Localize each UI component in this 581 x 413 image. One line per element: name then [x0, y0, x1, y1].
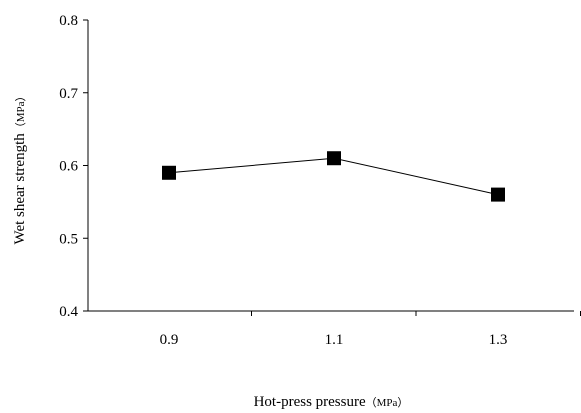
x-tick-label: 1.3 [489, 332, 508, 348]
y-tick-label: 0.5 [59, 231, 78, 247]
y-tick-label: 0.6 [59, 159, 78, 175]
y-axis-label: Wet shear strength [12, 133, 28, 245]
x-axis-unit: （MPa） [366, 396, 409, 409]
x-axis-label: Hot-press pressure [254, 394, 366, 410]
axes [87, 20, 574, 312]
y-tick-label: 0.8 [59, 13, 78, 29]
x-axis-title: Hot-press pressure（MPa） [254, 394, 409, 410]
data-point-marker [162, 165, 176, 180]
x-tick-label: 1.1 [325, 332, 344, 348]
y-axis-unit: （MPa） [14, 90, 27, 133]
y-tick-label: 0.7 [59, 86, 78, 102]
series-group [162, 151, 505, 202]
y-axis-title: Wet shear strength（MPa） [12, 90, 28, 244]
data-point-marker [327, 151, 341, 166]
y-ticks: 0.4 0.5 0.6 0.7 0.8 [59, 13, 88, 320]
x-ticks: 0.9 1.1 1.3 [160, 311, 581, 348]
x-tick-label: 0.9 [160, 332, 179, 348]
data-point-marker [491, 187, 505, 202]
y-tick-label: 0.4 [59, 304, 78, 320]
